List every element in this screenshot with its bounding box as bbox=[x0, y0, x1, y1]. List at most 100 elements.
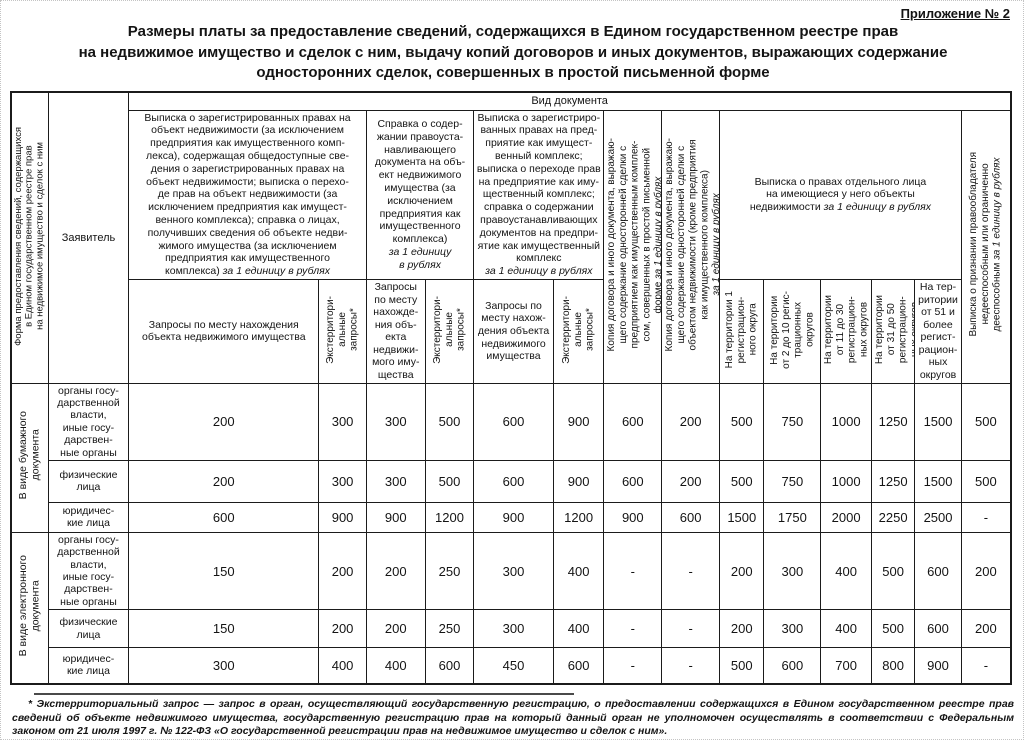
applicant-cell: органы госу- дарственной власти, иные го… bbox=[47, 531, 130, 611]
applicant-cell: физические лица bbox=[47, 609, 130, 649]
col-header-location-requests-2: Запросы по месту нахожде- ния объ- екта … bbox=[365, 278, 426, 384]
fee-cell: 250 bbox=[424, 531, 475, 611]
applicant-cell: органы госу- дарственной власти, иные го… bbox=[47, 382, 130, 461]
group-header-certificate-title-document: Справка о содер- жании правоуста- навлив… bbox=[365, 109, 475, 280]
fee-cell: 400 bbox=[318, 647, 367, 685]
unit-text: за 1 единицу в рублях bbox=[485, 265, 593, 278]
fee-cell: 300 bbox=[318, 459, 367, 503]
col-header-text: На территории 1 регистрацион- ного округ… bbox=[724, 290, 759, 369]
col-header-extraterritorial-requests-1: Экстерритори- альные запросы* bbox=[318, 278, 367, 384]
group-header-extract-person-rights: Выписка о правах отдельного лица на имею… bbox=[719, 109, 962, 280]
header-text: Выписка о зарегистриро- ванных правах на… bbox=[476, 111, 601, 265]
fee-cell: - bbox=[661, 609, 721, 649]
fee-cell: 500 bbox=[870, 609, 916, 649]
page-title: Размеры платы за предоставление сведений… bbox=[78, 23, 948, 82]
col-header-text: На территории от 11 до 30 регистрацион- … bbox=[823, 294, 870, 365]
fee-cell: - bbox=[960, 647, 1012, 685]
fee-cell: 300 bbox=[128, 647, 320, 685]
fee-cell: 500 bbox=[870, 531, 916, 611]
fee-cell: 600 bbox=[473, 459, 554, 503]
fee-cell: 1250 bbox=[870, 459, 916, 503]
fee-cell: 1500 bbox=[719, 501, 765, 533]
fee-cell: 300 bbox=[763, 531, 822, 611]
fee-cell: 500 bbox=[719, 459, 765, 503]
fee-table: Форма предоставления сведений, содержащи… bbox=[10, 91, 1012, 685]
fee-cell: 200 bbox=[318, 531, 367, 611]
fee-cell: 1000 bbox=[820, 382, 872, 461]
footnote-divider bbox=[34, 692, 574, 695]
header-text: Справка о содер- жании правоуста- навлив… bbox=[374, 117, 466, 246]
unit-text: за 1 единицу в рублях bbox=[711, 193, 720, 296]
fee-cell: 600 bbox=[128, 501, 320, 533]
applicant-cell: физические лица bbox=[47, 459, 130, 503]
fee-cell: 500 bbox=[424, 459, 475, 503]
form-column-header-text: Форма предоставления сведений, содержащи… bbox=[13, 126, 46, 346]
fee-cell: 900 bbox=[318, 501, 367, 533]
group-header-copy-contract-object: Копия договора и иного документа, выража… bbox=[661, 109, 721, 384]
table-row: физические лица 200 300 300 500 600 900 … bbox=[11, 459, 1012, 503]
fee-cell: 200 bbox=[661, 382, 721, 461]
fee-cell: 450 bbox=[473, 647, 554, 685]
fee-cell: 600 bbox=[914, 531, 962, 611]
applicant-cell: юридичес- кие лица bbox=[47, 647, 130, 685]
unit-text: за 1 единицу в рублях bbox=[823, 201, 931, 214]
col-header-territory-31-50-districts: На территории от 31 до 50 регистрацион- … bbox=[870, 278, 916, 384]
fee-cell: 900 bbox=[603, 501, 663, 533]
fee-cell: 1250 bbox=[870, 382, 916, 461]
fee-cell: 900 bbox=[473, 501, 554, 533]
footnote: * Экстерриториальный запрос — запрос в о… bbox=[12, 697, 1014, 738]
fee-cell: 900 bbox=[552, 382, 605, 461]
fee-cell: 300 bbox=[473, 609, 554, 649]
fee-cell: - bbox=[960, 501, 1012, 533]
row-group-label: В виде электронного документа bbox=[17, 554, 42, 656]
table-row: юридичес- кие лица 300 400 400 600 450 6… bbox=[11, 647, 1012, 685]
fee-cell: 200 bbox=[128, 459, 320, 503]
col-header-text: Экстерритори- альные запросы* bbox=[324, 295, 360, 364]
unit-text: за 1 единицу в рублях bbox=[222, 265, 331, 278]
unit-text: за 1 единицу в рублях bbox=[653, 176, 662, 279]
fee-cell: 2500 bbox=[914, 501, 962, 533]
annex-label: Приложение № 2 bbox=[900, 6, 1010, 21]
fee-cell: 1500 bbox=[914, 382, 962, 461]
fee-cell: 400 bbox=[552, 609, 605, 649]
fee-cell: 200 bbox=[318, 609, 367, 649]
fee-cell: 400 bbox=[820, 531, 872, 611]
group-header-copy-contract-enterprise: Копия договора и иного документа, выража… bbox=[603, 109, 663, 384]
table-row: В виде электронного документа органы гос… bbox=[10, 531, 1012, 685]
fee-cell: 600 bbox=[914, 609, 962, 649]
fee-cell: 300 bbox=[365, 459, 426, 503]
table-row: физические лица 150 200 200 250 300 400 … bbox=[11, 609, 1012, 649]
fee-cell: 750 bbox=[763, 382, 822, 461]
fee-cell: 500 bbox=[719, 647, 765, 685]
fee-cell: 750 bbox=[763, 459, 822, 503]
fee-cell: 600 bbox=[473, 382, 554, 461]
fee-cell: 1200 bbox=[552, 501, 605, 533]
row-group-electronic: В виде электронного документа bbox=[10, 531, 49, 685]
col-header-text: Экстерритори- альные запросы* bbox=[431, 295, 467, 364]
fee-cell: - bbox=[603, 647, 663, 685]
col-header-territory-1-district: На территории 1 регистрацион- ного округ… bbox=[719, 278, 765, 384]
fee-cell: 600 bbox=[552, 647, 605, 685]
unit-text: за 1 единицу в рублях bbox=[991, 157, 1003, 260]
fee-cell: 200 bbox=[365, 609, 426, 649]
fee-cell: 200 bbox=[960, 609, 1012, 649]
group-header-extract-rights-object: Выписка о зарегистрированных правах на о… bbox=[128, 109, 367, 280]
fee-cell: 500 bbox=[719, 382, 765, 461]
fee-cell: 200 bbox=[719, 531, 765, 611]
fee-cell: 150 bbox=[128, 531, 320, 611]
fee-cell: 200 bbox=[719, 609, 765, 649]
fee-cell: 1500 bbox=[914, 459, 962, 503]
fee-cell: 400 bbox=[552, 531, 605, 611]
fee-cell: 500 bbox=[960, 459, 1012, 503]
fee-cell: 900 bbox=[914, 647, 962, 685]
fee-cell: 2000 bbox=[820, 501, 872, 533]
fee-cell: 150 bbox=[128, 609, 320, 649]
fee-cell: 300 bbox=[365, 382, 426, 461]
fee-cell: 600 bbox=[424, 647, 475, 685]
table-row: юридичес- кие лица 600 900 900 1200 900 … bbox=[11, 501, 1012, 533]
fee-cell: 2250 bbox=[870, 501, 916, 533]
fee-cell: 500 bbox=[960, 382, 1012, 461]
col-header-territory-2-10-districts: На территории от 2 до 10 регис- трационн… bbox=[763, 278, 822, 384]
fee-cell: 1000 bbox=[820, 459, 872, 503]
